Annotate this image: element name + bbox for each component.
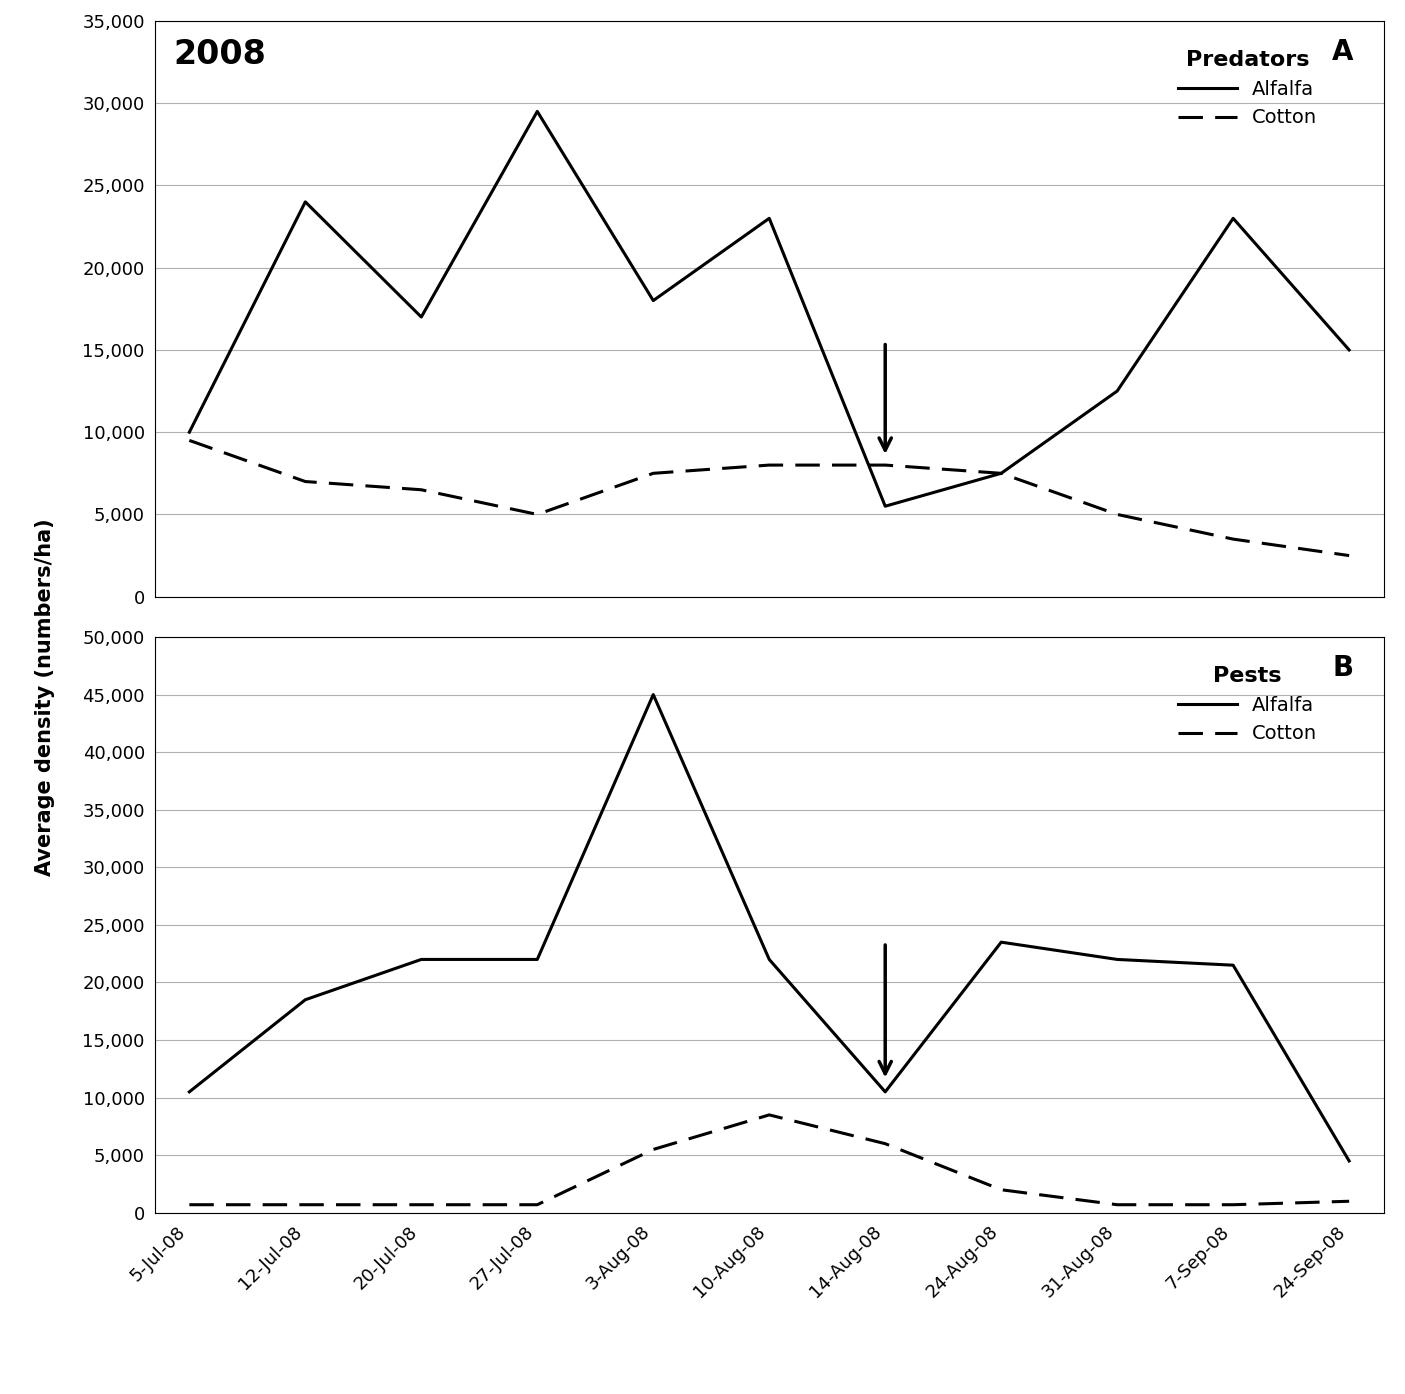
Legend: Alfalfa, Cotton: Alfalfa, Cotton — [1170, 42, 1325, 135]
Text: 2008: 2008 — [173, 38, 266, 71]
Text: B: B — [1332, 654, 1353, 682]
Legend: Alfalfa, Cotton: Alfalfa, Cotton — [1170, 658, 1325, 751]
Text: Average density (numbers/ha): Average density (numbers/ha) — [35, 519, 55, 875]
Text: A: A — [1332, 38, 1353, 66]
